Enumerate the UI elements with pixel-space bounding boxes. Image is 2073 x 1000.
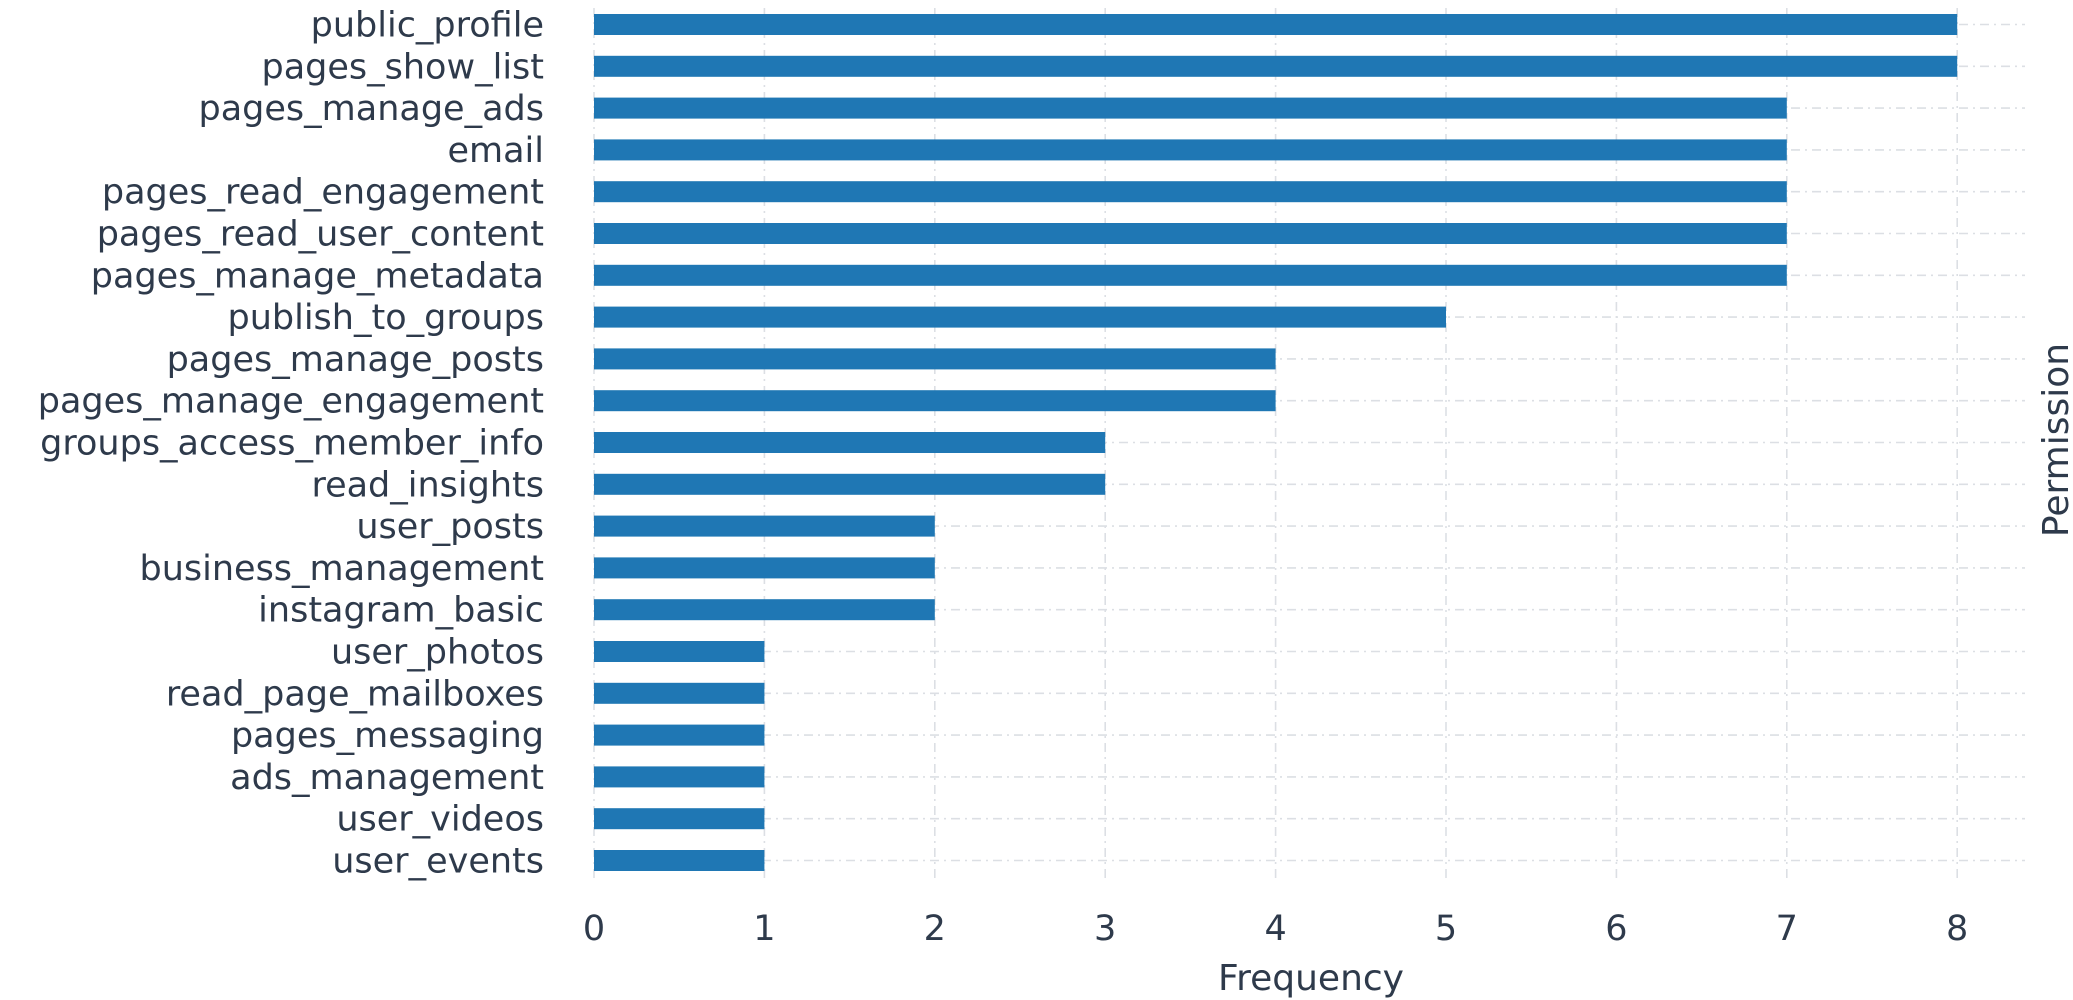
category-label: public_profile <box>311 6 544 46</box>
bar <box>594 223 1787 244</box>
bar <box>594 724 765 746</box>
bar <box>594 390 1276 412</box>
bar <box>594 264 1787 286</box>
bar <box>594 557 935 579</box>
category-label: email <box>447 131 544 171</box>
x-axis-title: Frequency <box>1218 958 1404 999</box>
x-tick-label: 6 <box>1605 909 1627 949</box>
x-tick-label: 7 <box>1776 909 1798 949</box>
x-tick-label: 2 <box>924 909 946 949</box>
bar <box>594 14 1958 35</box>
bar <box>594 55 1958 77</box>
bar <box>594 682 765 704</box>
bar <box>594 348 1276 370</box>
bar <box>594 599 935 621</box>
category-label: publish_to_groups <box>227 298 544 338</box>
x-tick-label: 5 <box>1435 909 1457 949</box>
category-labels: public_profilepages_show_listpages_manag… <box>38 6 544 882</box>
x-tick-label: 1 <box>753 909 775 949</box>
bar <box>594 181 1787 203</box>
category-label: pages_show_list <box>261 47 544 87</box>
category-label: groups_access_member_info <box>40 424 544 464</box>
bars <box>594 14 1958 871</box>
category-label: user_videos <box>336 800 544 840</box>
x-tick-label: 3 <box>1094 909 1116 949</box>
y-axis-title: Permission <box>2036 343 2073 537</box>
bar <box>594 97 1787 119</box>
bar <box>594 808 765 830</box>
x-tick-labels: 0 1 2 3 4 5 6 7 8 <box>583 909 1968 949</box>
category-label: pages_manage_posts <box>167 340 544 380</box>
x-tick-label: 0 <box>583 909 605 949</box>
category-label: instagram_basic <box>258 591 544 631</box>
category-label: read_page_mailboxes <box>166 674 544 714</box>
bar <box>594 515 935 537</box>
bar <box>594 850 765 871</box>
category-label: pages_manage_engagement <box>38 382 544 422</box>
category-label: pages_messaging <box>231 716 544 756</box>
x-tick-label: 4 <box>1264 909 1286 949</box>
category-label: pages_read_engagement <box>102 173 544 213</box>
category-label: ads_management <box>230 758 544 798</box>
bar <box>594 432 1106 453</box>
bar <box>594 306 1446 328</box>
category-label: user_events <box>332 842 544 882</box>
category-label: business_management <box>140 549 545 589</box>
bar <box>594 766 765 788</box>
x-tick-label: 8 <box>1946 909 1968 949</box>
bar <box>594 473 1106 495</box>
category-label: read_insights <box>311 465 544 505</box>
bar <box>594 641 765 662</box>
category-label: user_posts <box>356 507 544 547</box>
category-label: pages_manage_ads <box>199 89 544 129</box>
category-label: pages_read_user_content <box>97 215 544 255</box>
bar <box>594 139 1787 161</box>
category-label: pages_manage_metadata <box>91 256 544 296</box>
category-label: user_photos <box>331 633 544 673</box>
